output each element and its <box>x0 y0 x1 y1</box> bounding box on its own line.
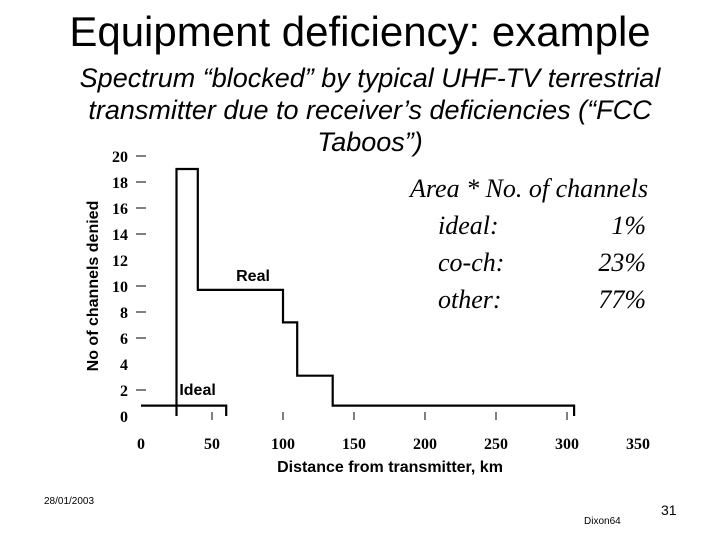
series-labels: Real Ideal <box>179 268 270 399</box>
annotation-label: co-ch: <box>438 248 505 277</box>
x-tick-label: 50 <box>204 436 220 453</box>
y-tick-label: 18 <box>112 175 128 192</box>
x-tick-label: 200 <box>413 436 437 453</box>
annotation-label: ideal: <box>438 211 499 240</box>
x-tick-label: 100 <box>271 436 295 453</box>
y-tick-label: 20 <box>112 149 128 166</box>
series-line-real <box>175 167 576 416</box>
series-label-ideal: Ideal <box>179 382 215 399</box>
annotation-value: 1% <box>611 211 646 240</box>
annotation-value: 23% <box>598 248 646 277</box>
annotation-row-other: other: 77% <box>400 281 680 318</box>
y-tick-label: 2 <box>120 383 128 400</box>
y-tick-marks <box>136 155 146 391</box>
y-tick-label: 8 <box>120 305 128 322</box>
y-tick-label: 6 <box>120 331 128 348</box>
slide-title: Equipment deficiency: example <box>69 8 651 55</box>
x-tick-label: 250 <box>484 436 508 453</box>
y-tick-label: 4 <box>120 357 128 374</box>
annotation-header: Area * No. of channels <box>410 174 649 203</box>
x-tick-label: 0 <box>137 436 145 453</box>
annotation-label: other: <box>438 285 502 314</box>
x-tick-marks <box>211 412 568 420</box>
x-tick-label: 150 <box>342 436 366 453</box>
annotation-row-co-ch: co-ch: 23% <box>400 244 680 281</box>
slide-subtitle: Spectrum “blocked” by typical UHF-TV ter… <box>79 63 661 157</box>
area-annotation: Area * No. of channels ideal: 1% co-ch: … <box>400 170 680 318</box>
series-label-real: Real <box>236 268 270 285</box>
y-tick-label: 0 <box>120 409 128 426</box>
y-tick-label: 10 <box>112 279 128 296</box>
series-group <box>141 167 576 416</box>
page-number: 31 <box>661 502 677 518</box>
y-tick-label: 16 <box>112 201 128 218</box>
y-tick-label: 12 <box>112 253 128 270</box>
series-line-ideal <box>141 404 228 416</box>
annotation-row-ideal: ideal: 1% <box>400 207 680 244</box>
y-axis-label: No of channels denied <box>85 201 102 372</box>
author-tag: Dixon64 <box>584 516 621 527</box>
slide-date: 28/01/2003 <box>44 496 95 507</box>
y-tick-labels: 0 2 4 6 8 10 12 14 16 18 20 <box>112 149 128 426</box>
x-tick-label: 300 <box>555 436 579 453</box>
x-tick-label: 350 <box>626 436 650 453</box>
y-tick-label: 14 <box>112 227 128 244</box>
annotation-value: 77% <box>598 285 646 314</box>
x-axis-label: Distance from transmitter, km <box>277 459 503 476</box>
x-tick-labels: 0 50 100 150 200 250 300 350 <box>137 436 650 453</box>
